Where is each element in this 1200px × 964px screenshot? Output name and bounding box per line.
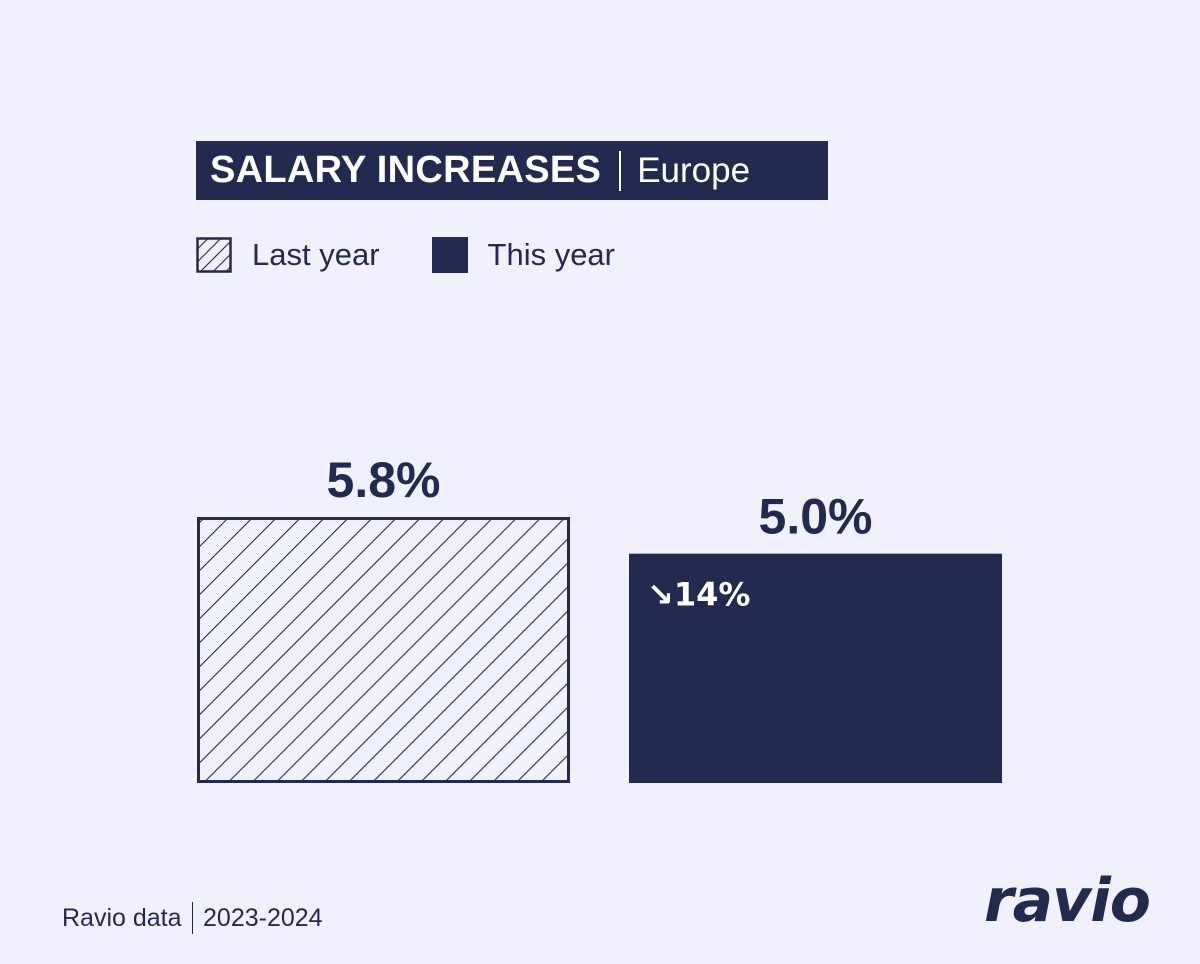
footer-source-label: Ravio data bbox=[62, 903, 182, 932]
legend-label-this-year: This year bbox=[487, 237, 615, 272]
chart-legend: Last year This year bbox=[196, 236, 667, 274]
legend-item-this-year: This year bbox=[431, 237, 615, 273]
chart-title: SALARY INCREASES bbox=[210, 149, 602, 191]
data-label-last-year: 5.8% bbox=[327, 452, 441, 508]
footer-divider bbox=[191, 902, 194, 934]
data-label-this-year: 5.0% bbox=[759, 489, 873, 545]
chart-title-banner: SALARY INCREASES Europe bbox=[196, 141, 828, 200]
title-divider bbox=[619, 150, 622, 191]
ravio-logo: ravio bbox=[984, 866, 1151, 936]
legend-item-last-year: Last year bbox=[196, 237, 380, 273]
chart-subtitle: Europe bbox=[637, 150, 751, 190]
legend-label-last-year: Last year bbox=[252, 237, 380, 272]
footer-source: Ravio data 2023-2024 bbox=[62, 900, 323, 936]
hatched-swatch-icon bbox=[196, 237, 232, 273]
bar-this-year bbox=[629, 553, 1002, 783]
change-label-this-year: ↘14% bbox=[647, 576, 750, 614]
footer-period-label: 2023-2024 bbox=[203, 903, 323, 932]
bar-last-year bbox=[197, 517, 570, 783]
solid-swatch-icon bbox=[431, 237, 468, 273]
